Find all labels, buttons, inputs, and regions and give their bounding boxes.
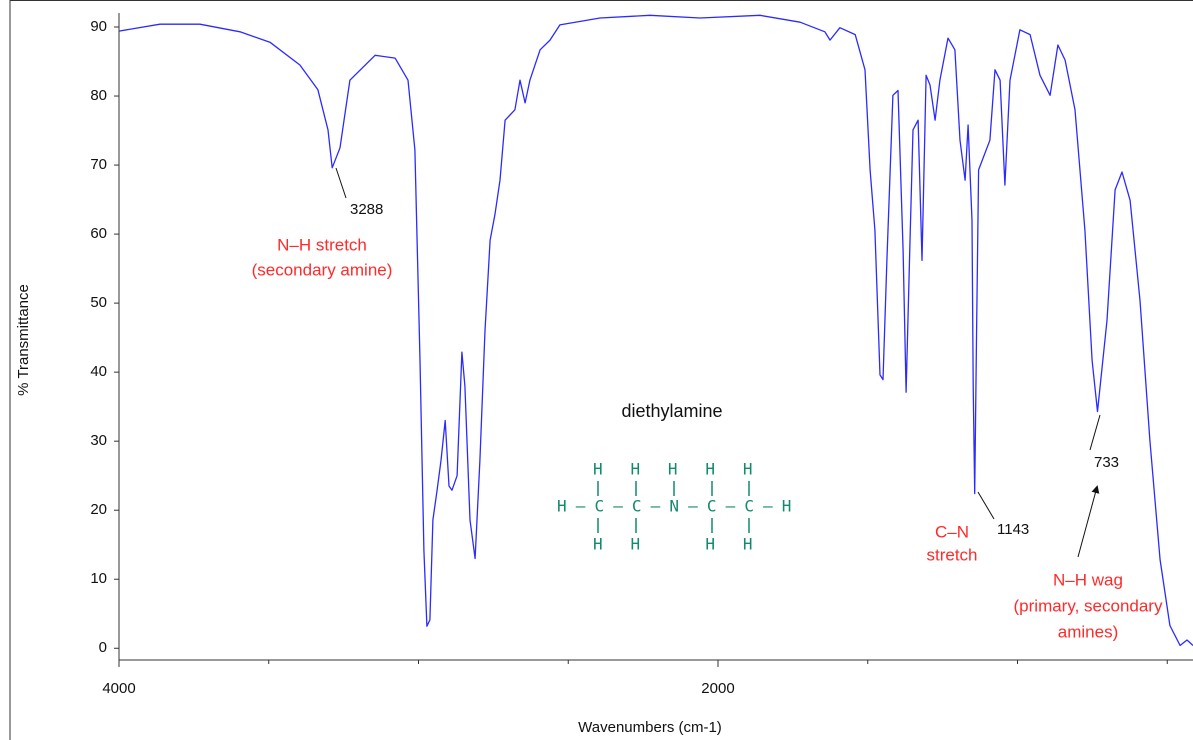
y-tick-label: 50: [90, 294, 107, 311]
arrow: [1077, 485, 1100, 558]
annotation: amines): [1058, 622, 1118, 641]
x-axis-label: Wavenumbers (cm-1): [578, 719, 722, 736]
annotation: 733: [1094, 454, 1119, 471]
annotation: stretch: [926, 545, 977, 564]
y-tick-label: 40: [90, 363, 107, 380]
annotation: N–H wag: [1053, 570, 1123, 589]
structure-row: H–C–C–N–C–C–H: [557, 497, 801, 516]
y-tick-label: 10: [90, 570, 107, 587]
y-tick-label: 80: [90, 87, 107, 104]
y-tick-label: 0: [99, 639, 107, 656]
y-tick-label: 90: [90, 18, 107, 35]
compound-name: diethylamine: [621, 401, 722, 421]
y-tick-label: 60: [90, 225, 107, 242]
annotation: N–H stretch: [277, 235, 367, 254]
spectrum-line: [118, 14, 1193, 647]
y-tick-label: 70: [90, 156, 107, 173]
structure-row: H H H H: [593, 535, 762, 554]
leader-line: [977, 491, 995, 520]
y-tick-label: 20: [90, 501, 107, 518]
structure-row: H H H H H: [593, 460, 762, 479]
bonds: [597, 481, 750, 533]
leader-line: [335, 167, 347, 199]
y-tick-label: 30: [90, 432, 107, 449]
annotation: (primary, secondary: [1014, 596, 1163, 615]
annotation: (secondary amine): [252, 260, 393, 279]
x-tick-label: 2000: [701, 680, 734, 697]
annotation: C–N: [935, 522, 969, 541]
y-axis-label: % Transmittance: [15, 284, 32, 396]
leader-line: [1089, 414, 1101, 451]
annotation: 3288: [350, 201, 383, 218]
x-tick-label: 4000: [102, 680, 135, 697]
annotation: 1143: [997, 521, 1029, 538]
